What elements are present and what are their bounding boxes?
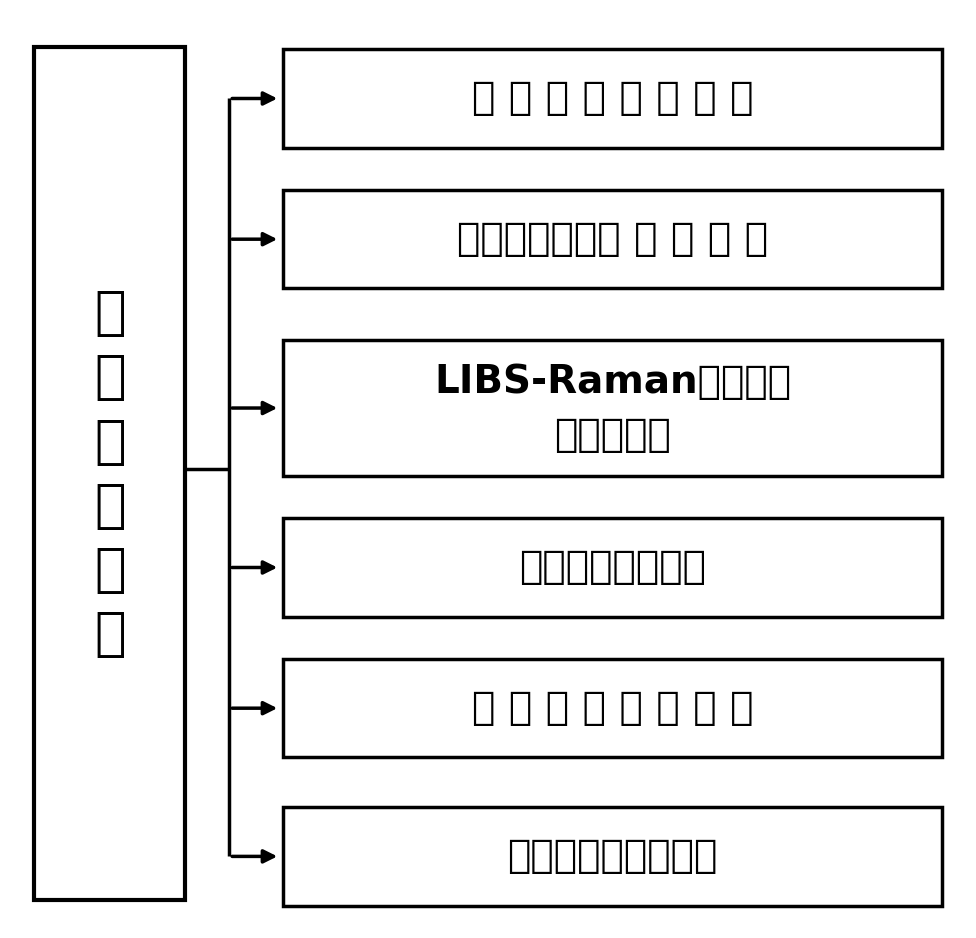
Text: 样 品 台 自 动 化 控 制: 样 品 台 自 动 化 控 制 (471, 689, 753, 727)
Text: 光谱仪自动化控制: 光谱仪自动化控制 (519, 549, 706, 586)
Text: LIBS-Raman测试切换
自动化控制: LIBS-Raman测试切换 自动化控制 (434, 362, 791, 454)
Text: 微区成像自动化控制: 微区成像自动化控制 (508, 838, 717, 875)
Bar (283, 807, 942, 906)
Bar (283, 190, 942, 289)
Bar (283, 50, 942, 148)
Bar (283, 340, 942, 477)
Text: 机械光斩波器自 动 化 控 制: 机械光斩波器自 动 化 控 制 (457, 220, 768, 258)
Bar (34, 47, 185, 900)
Text: 激 光 器 自 动 化 控 制: 激 光 器 自 动 化 控 制 (471, 80, 753, 117)
Bar (283, 659, 942, 758)
Text: 集
成
控
制
系
统: 集 成 控 制 系 统 (94, 287, 126, 660)
Bar (283, 518, 942, 617)
